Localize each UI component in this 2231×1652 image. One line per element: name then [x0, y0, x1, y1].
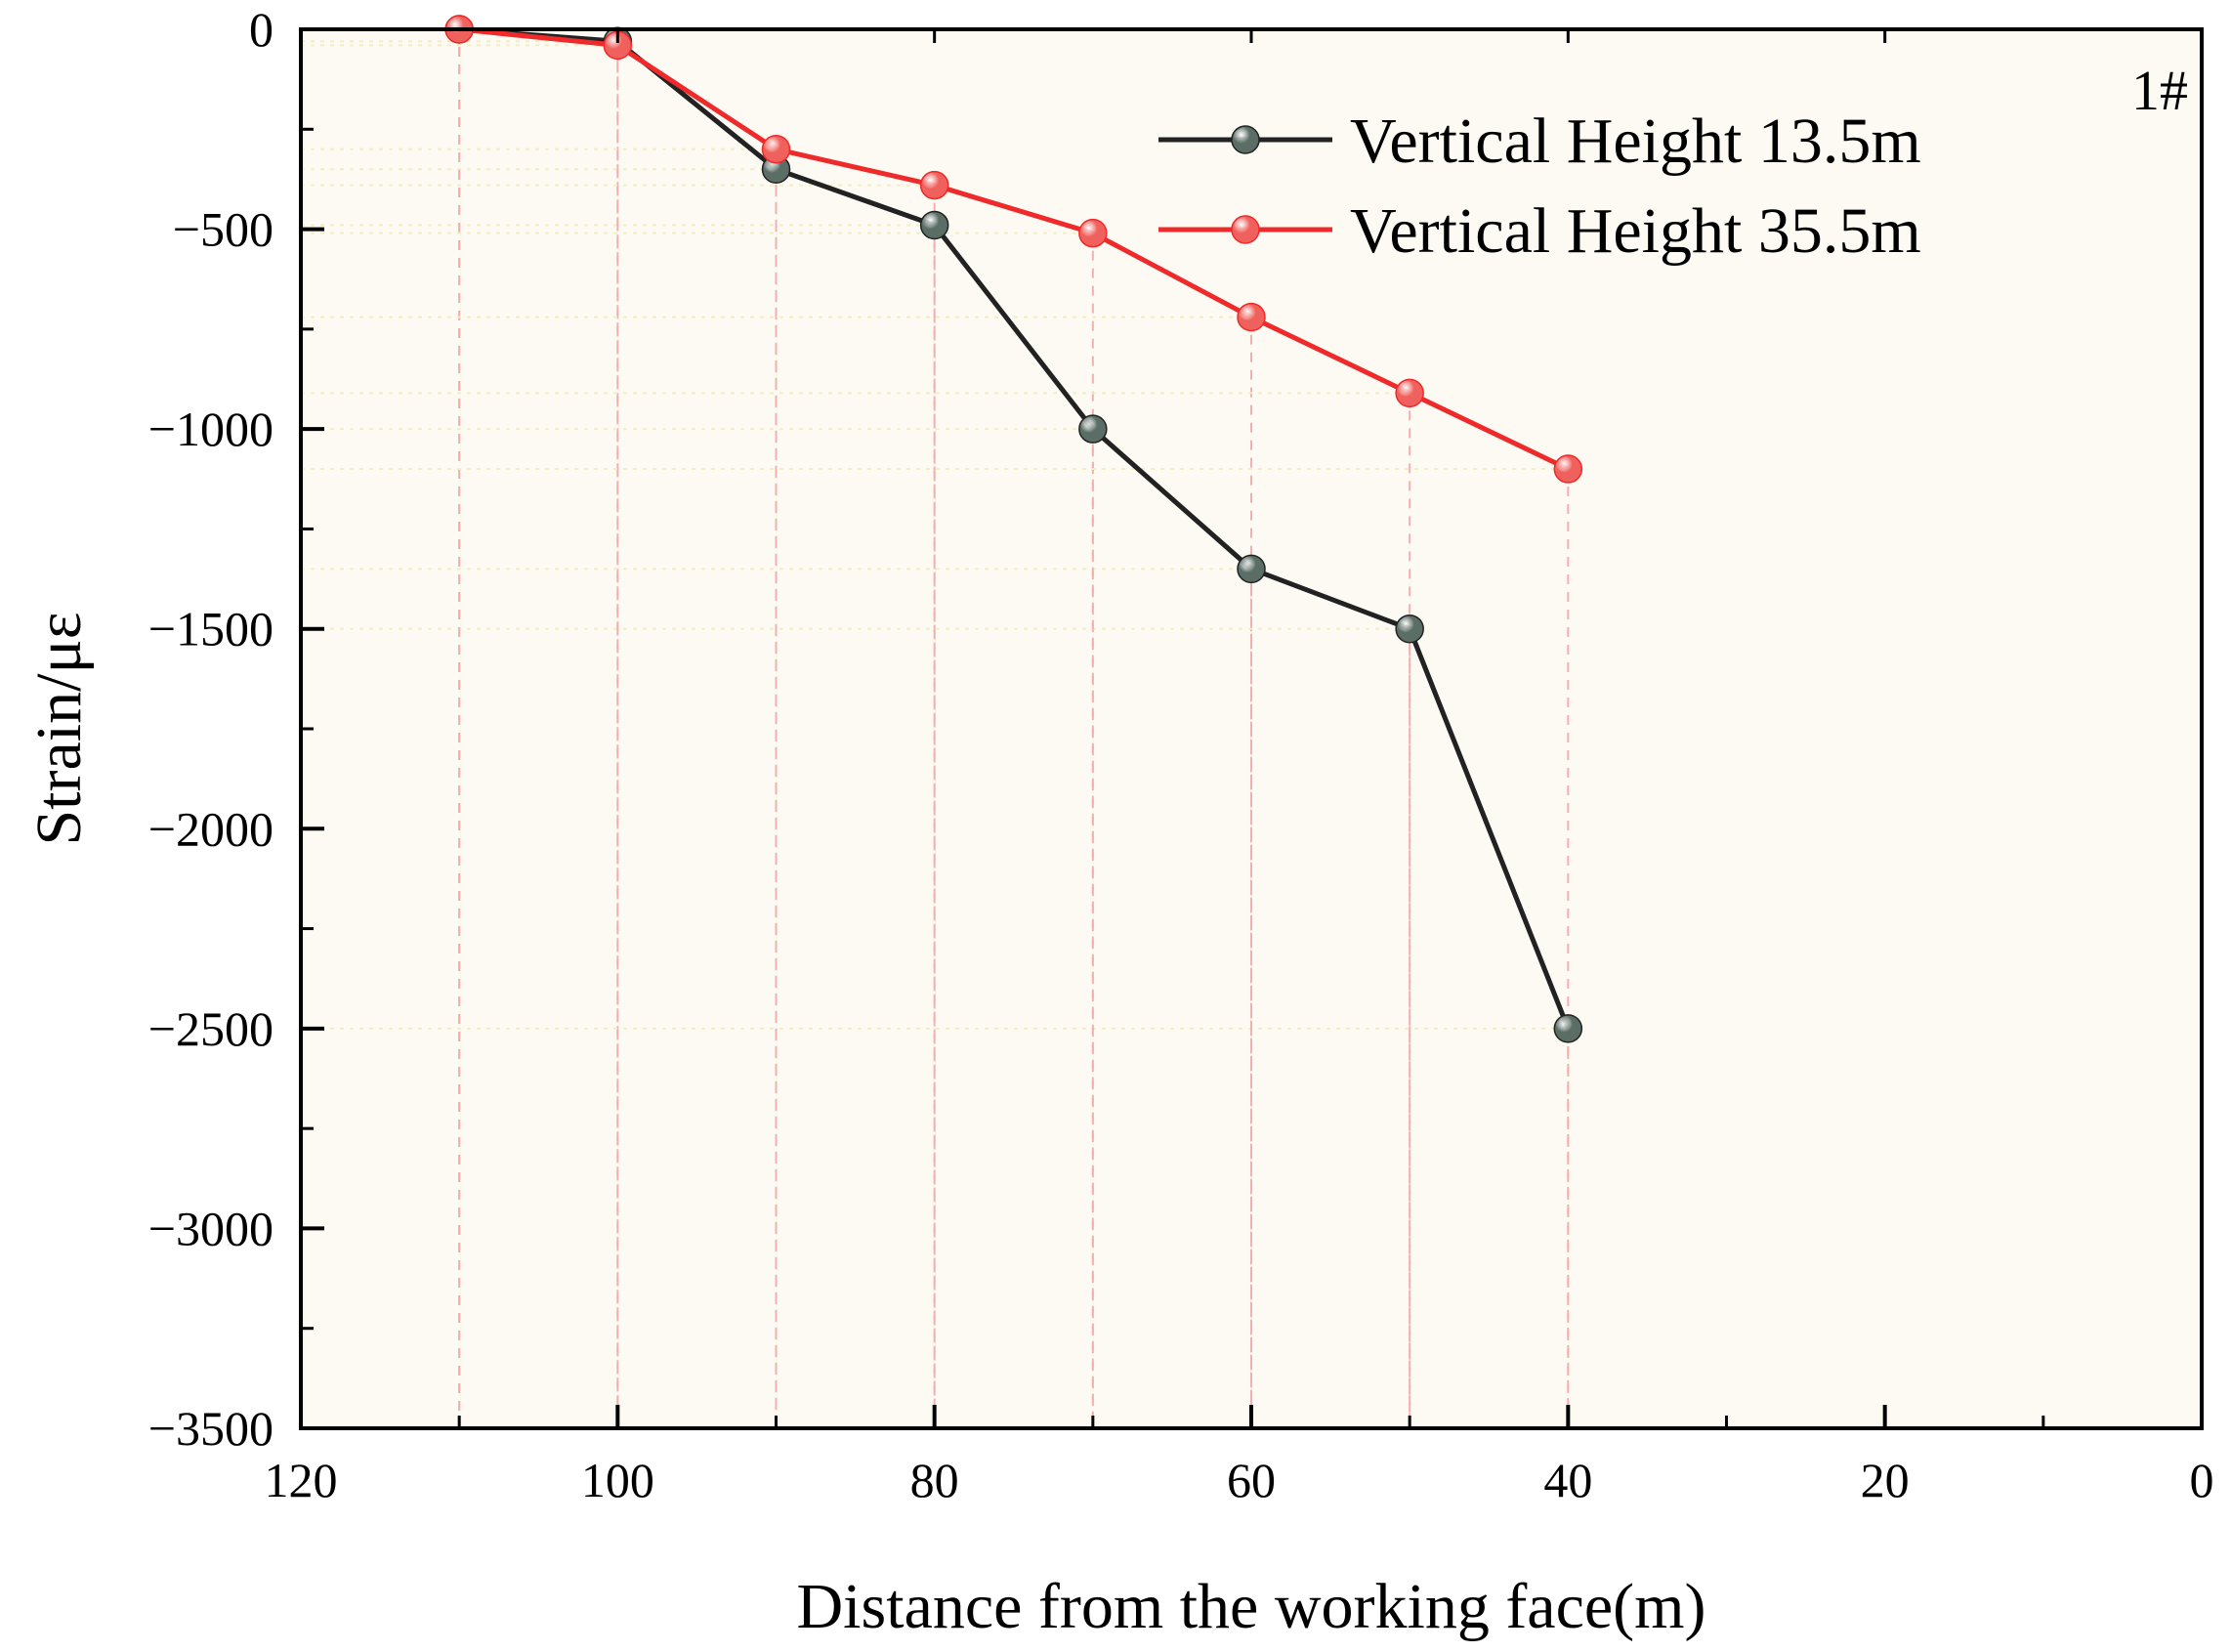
y-tick-label: −3000 [148, 1201, 274, 1255]
data-point [1237, 302, 1266, 332]
x-tick-label: 80 [910, 1453, 959, 1507]
y-tick-label: −500 [173, 202, 274, 257]
x-tick-label: 20 [1861, 1453, 1910, 1507]
data-point [1553, 454, 1583, 484]
y-tick-label: −3500 [148, 1401, 274, 1456]
legend-label: Vertical Height 13.5m [1350, 106, 1921, 177]
y-tick-label: 0 [249, 2, 274, 57]
x-tick-label: 120 [265, 1453, 338, 1507]
x-tick-label: 60 [1227, 1453, 1276, 1507]
series-layer [444, 15, 1583, 1043]
x-tick-label: 40 [1543, 1453, 1592, 1507]
data-point [1237, 554, 1266, 584]
axis-ticks: 120 100 80 60 40 20 0 0 −500 −1000 −1500 −2000 −2500… [148, 2, 2214, 1507]
x-axis-title: Distance from the working face(m) [797, 1571, 1706, 1642]
legend-label: Vertical Height 35.5m [1350, 195, 1921, 267]
legend: Vertical Height 13.5m Vertical Height 35.… [1158, 106, 1921, 267]
data-point [1078, 218, 1108, 248]
x-tick-label: 100 [581, 1453, 654, 1507]
data-point [919, 210, 949, 240]
legend-marker [1231, 215, 1260, 244]
y-tick-label: −2500 [148, 1001, 274, 1056]
y-tick-label: −2000 [148, 801, 274, 856]
data-point [919, 170, 949, 200]
x-tick-label: 0 [2190, 1453, 2214, 1507]
data-point [1395, 614, 1424, 644]
annotation-label: 1# [2131, 59, 2188, 122]
y-tick-label: −1500 [148, 602, 274, 657]
data-point [1553, 1014, 1583, 1043]
data-point [1078, 414, 1108, 444]
data-point [761, 134, 791, 164]
data-point [1395, 378, 1424, 408]
legend-marker [1231, 125, 1260, 154]
series-line-2 [458, 26, 1570, 472]
y-tick-label: −1000 [148, 402, 274, 456]
y-axis-title: Strain/με [23, 612, 95, 845]
